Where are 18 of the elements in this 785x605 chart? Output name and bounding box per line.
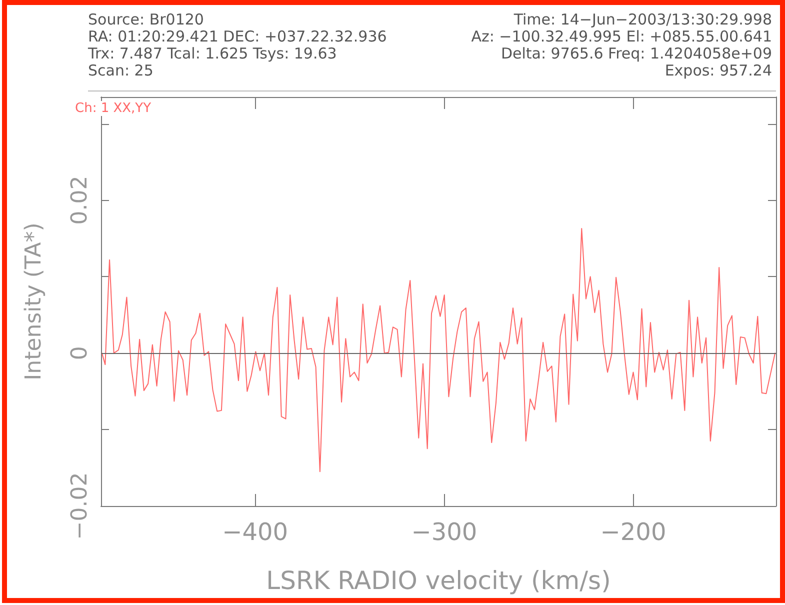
text: Delta: 9765.6 Freq: 1.4204058e+09 (500, 44, 772, 62)
x-axis-title: LSRK RADIO velocity (km/s) (266, 566, 611, 595)
x-tick-label: −400 (222, 518, 288, 546)
line-series (101, 228, 776, 472)
text: Time: 14−Jun−2003/13:30:29.998 (512, 10, 772, 28)
y-tick-label: −0.02 (68, 472, 92, 540)
source-note: Source: Br0120 (88, 10, 204, 28)
text: Scan: 25 (88, 62, 154, 80)
text: Expos: 957.24 (664, 62, 772, 80)
x-tick-label: −200 (600, 518, 666, 546)
y-tick-label: 0 (68, 346, 92, 360)
y-axis-title: Intensity (TA*) (22, 222, 46, 380)
text: Trx: 7.487 Tcal: 1.625 Tsys: 19.63 (87, 44, 337, 62)
text: RA: 01:20:29.421 DEC: +037.22.32.936 (88, 28, 387, 46)
annotation: Ch: 1 XX,YY (75, 101, 152, 116)
x-tick-label: −300 (411, 518, 478, 546)
text: Az: −100.32.49.995 El: +085.55.00.641 (471, 28, 772, 46)
y-tick-label: 0.02 (68, 176, 92, 225)
